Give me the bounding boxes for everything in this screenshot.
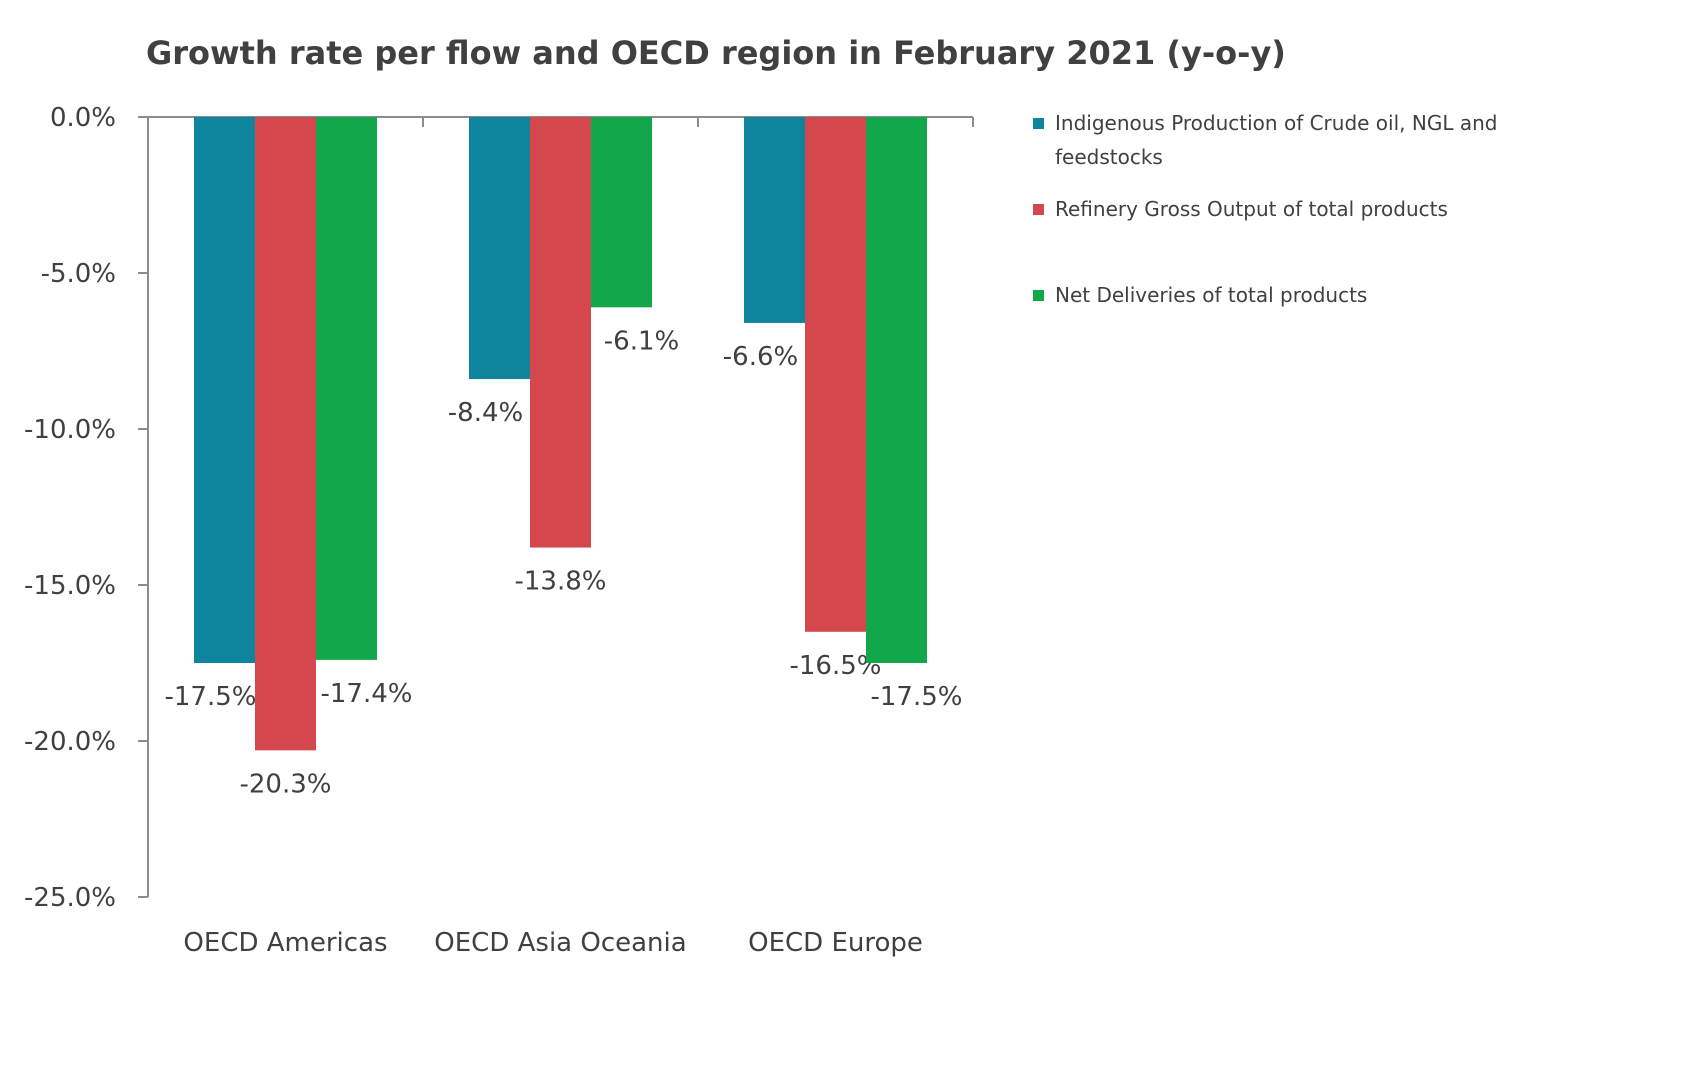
bar [469,117,530,380]
legend-label: Refinery Gross Output of total products [1055,197,1448,221]
legend-label: Indigenous Production of Crude oil, NGL … [1055,111,1497,135]
data-label: -20.3% [240,769,332,799]
category-label: OECD Europe [748,928,923,958]
y-tick-label: -20.0% [24,727,116,757]
data-label: -13.8% [515,567,607,597]
data-label: -17.5% [871,682,963,712]
bar [866,117,927,663]
plot-area: 0.0% -5.0% -10.0% -15.0% -20.0% -25.0% -17.5% -… [24,103,974,958]
data-label: -17.4% [321,679,413,709]
y-tick-label: -5.0% [41,259,116,289]
y-tick-label: -15.0% [24,571,116,601]
bar [194,117,255,663]
y-tick-label: -25.0% [24,883,116,913]
bar [316,117,377,660]
bar [255,117,316,751]
bar [744,117,805,323]
data-label: -8.4% [448,398,523,428]
legend-swatch [1033,118,1044,129]
legend: Indigenous Production of Crude oil, NGL … [1033,111,1497,307]
category-label: OECD Asia Oceania [434,928,686,958]
category-label: OECD Americas [183,928,387,958]
legend-swatch [1033,290,1044,301]
y-tick-label: -10.0% [24,415,116,445]
chart-title: Growth rate per flow and OECD region in … [146,34,1286,72]
data-label: -6.1% [604,326,679,356]
bar [591,117,652,308]
data-label: -17.5% [165,682,257,712]
bar [805,117,866,632]
legend-label: feedstocks [1055,145,1163,169]
legend-swatch [1033,204,1044,215]
y-tick-label: 0.0% [50,103,116,133]
data-label: -6.6% [723,342,798,372]
legend-label: Net Deliveries of total products [1055,283,1367,307]
bar [530,117,591,548]
